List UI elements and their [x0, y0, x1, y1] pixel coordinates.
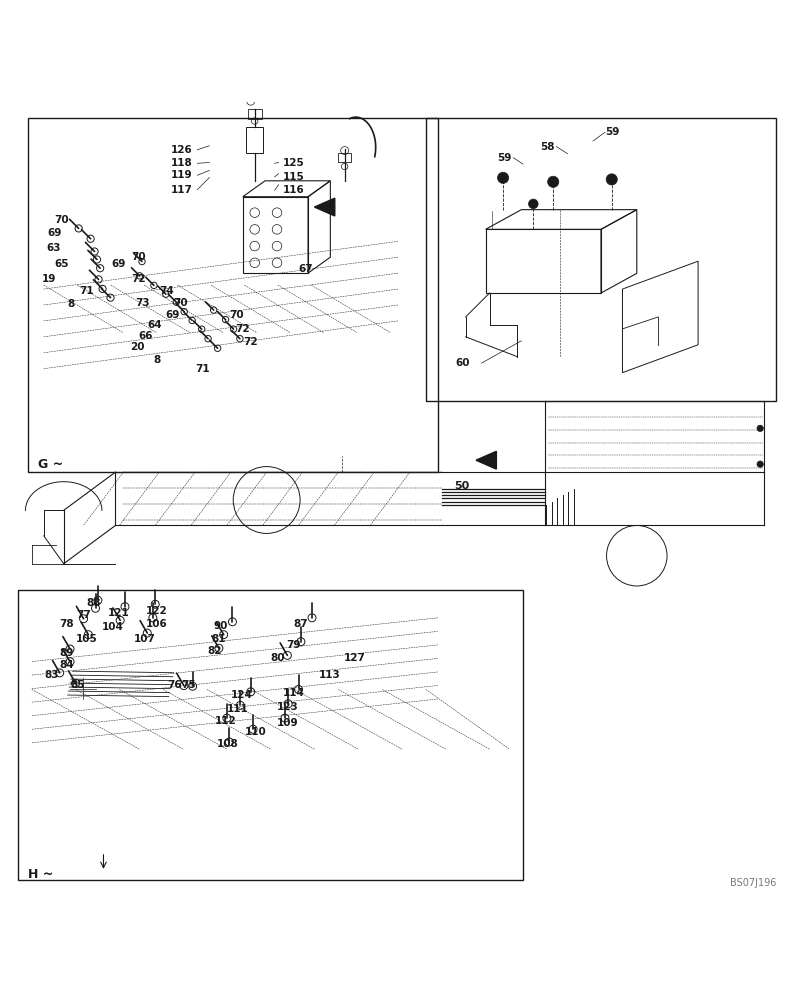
Text: 83: 83 — [45, 670, 59, 680]
Text: 65: 65 — [54, 259, 68, 269]
Polygon shape — [476, 451, 497, 469]
Polygon shape — [314, 198, 335, 216]
Text: 75: 75 — [181, 680, 196, 690]
Bar — [243, 197, 308, 273]
Text: 20: 20 — [130, 342, 144, 352]
Text: 77: 77 — [76, 610, 92, 620]
Text: 118: 118 — [171, 158, 193, 168]
Text: 117: 117 — [171, 185, 193, 195]
Text: 126: 126 — [171, 145, 193, 155]
Text: 50: 50 — [454, 481, 469, 491]
Bar — [338, 153, 351, 162]
Text: 127: 127 — [344, 653, 365, 663]
Text: 104: 104 — [102, 622, 123, 632]
Text: 69: 69 — [166, 310, 180, 320]
Text: 66: 66 — [139, 331, 153, 341]
Text: H ~: H ~ — [28, 868, 53, 881]
Text: H: H — [322, 201, 333, 214]
Text: 64: 64 — [147, 320, 162, 330]
Text: 76: 76 — [167, 680, 181, 690]
Text: 114: 114 — [283, 688, 304, 698]
Circle shape — [548, 176, 559, 187]
Text: 71: 71 — [195, 364, 209, 374]
Text: 108: 108 — [217, 739, 238, 749]
Text: 110: 110 — [245, 727, 267, 737]
Text: 84: 84 — [60, 660, 74, 670]
Text: 59: 59 — [497, 153, 511, 163]
Text: 69: 69 — [111, 259, 126, 269]
Text: 112: 112 — [215, 716, 236, 726]
Text: 69: 69 — [48, 228, 62, 238]
Text: 70: 70 — [131, 252, 146, 262]
Text: 88: 88 — [86, 598, 100, 608]
Circle shape — [529, 199, 538, 209]
Text: 115: 115 — [283, 172, 304, 182]
Text: 80: 80 — [271, 653, 285, 663]
Text: 82: 82 — [207, 646, 221, 656]
Bar — [246, 127, 263, 153]
Text: 123: 123 — [277, 702, 298, 712]
Text: 105: 105 — [76, 634, 97, 644]
Text: 72: 72 — [235, 324, 249, 334]
Text: 70: 70 — [54, 215, 68, 225]
Text: 116: 116 — [283, 185, 304, 195]
Text: 70: 70 — [174, 298, 188, 308]
Text: 81: 81 — [211, 634, 225, 644]
Text: 78: 78 — [60, 619, 74, 629]
Text: 79: 79 — [287, 640, 301, 650]
Circle shape — [757, 425, 763, 432]
Text: 119: 119 — [171, 170, 193, 180]
Text: 107: 107 — [134, 634, 155, 644]
Text: 74: 74 — [159, 286, 174, 296]
Text: 8: 8 — [154, 355, 161, 365]
Text: 90: 90 — [213, 621, 228, 631]
Bar — [18, 590, 523, 880]
Text: 60: 60 — [455, 358, 470, 368]
Text: 106: 106 — [146, 619, 167, 629]
Text: G ~: G ~ — [38, 458, 64, 471]
Text: 89: 89 — [60, 648, 74, 658]
Text: 59: 59 — [605, 127, 619, 137]
Text: G: G — [482, 454, 493, 467]
Text: 73: 73 — [135, 298, 150, 308]
Text: 87: 87 — [293, 619, 307, 629]
Text: 121: 121 — [107, 608, 129, 618]
Text: 111: 111 — [227, 704, 248, 714]
Text: 109: 109 — [277, 718, 298, 728]
Text: BS07J196: BS07J196 — [730, 878, 776, 888]
Text: 70: 70 — [229, 310, 244, 320]
Text: 72: 72 — [131, 274, 146, 284]
Text: 19: 19 — [41, 274, 56, 284]
Text: 125: 125 — [283, 158, 304, 168]
Text: 113: 113 — [318, 670, 340, 680]
Text: 124: 124 — [231, 690, 252, 700]
Bar — [248, 109, 262, 119]
Circle shape — [757, 461, 763, 467]
Bar — [486, 229, 601, 293]
Text: 58: 58 — [540, 142, 554, 152]
Text: 67: 67 — [298, 264, 313, 274]
Text: 63: 63 — [46, 243, 60, 253]
Circle shape — [498, 172, 509, 183]
Text: 85: 85 — [70, 680, 84, 690]
Text: 72: 72 — [243, 337, 257, 347]
Text: 8: 8 — [68, 299, 75, 309]
Circle shape — [607, 174, 618, 185]
Bar — [426, 118, 776, 400]
Text: 71: 71 — [80, 286, 94, 296]
Bar — [28, 118, 438, 472]
Text: 122: 122 — [146, 606, 167, 616]
